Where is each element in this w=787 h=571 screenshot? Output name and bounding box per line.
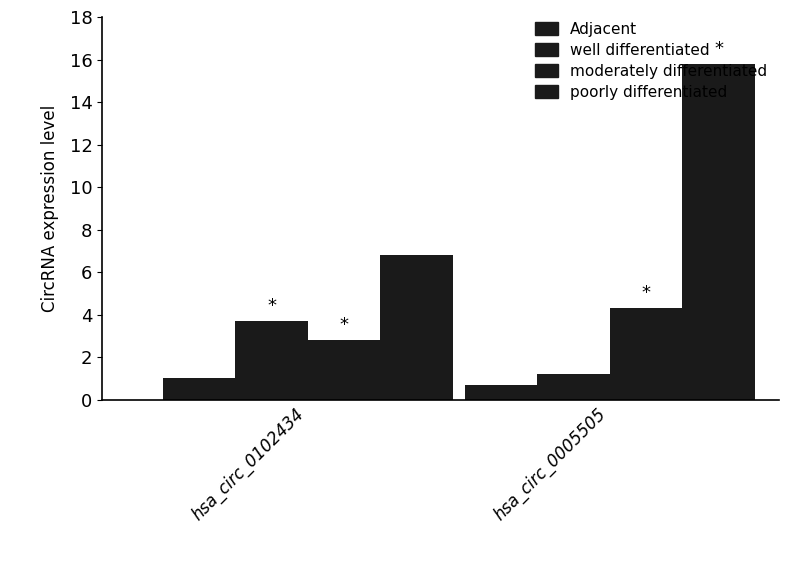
Text: *: * [714, 39, 723, 58]
Bar [465, 385, 538, 400]
Text: *: * [641, 284, 651, 302]
Bar [538, 374, 610, 400]
Text: *: * [339, 316, 349, 334]
Bar [682, 64, 755, 400]
Text: *: * [267, 297, 276, 315]
Bar [308, 340, 380, 400]
Bar [235, 321, 308, 400]
Bar [380, 255, 453, 400]
Y-axis label: CircRNA expression level: CircRNA expression level [41, 105, 58, 312]
Legend: Adjacent, well differentiated, moderately differentiated, poorly differentiated: Adjacent, well differentiated, moderatel… [530, 17, 771, 104]
Bar [610, 308, 682, 400]
Bar [163, 379, 235, 400]
